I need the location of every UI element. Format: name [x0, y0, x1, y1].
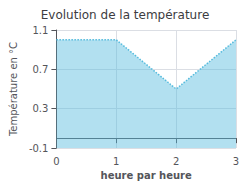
svg-text:Température en °C: Température en °C	[8, 42, 19, 137]
svg-text:0.3: 0.3	[33, 103, 49, 114]
svg-text:Evolution de la température: Evolution de la température	[41, 8, 210, 22]
svg-text:2: 2	[173, 156, 179, 167]
svg-text:heure par heure: heure par heure	[101, 170, 192, 181]
svg-text:0.7: 0.7	[33, 64, 49, 75]
svg-text:3: 3	[233, 156, 239, 167]
svg-text:1.1: 1.1	[33, 25, 49, 36]
svg-text:1: 1	[113, 156, 119, 167]
svg-text:0: 0	[53, 156, 59, 167]
svg-text:-0.1: -0.1	[29, 143, 49, 154]
